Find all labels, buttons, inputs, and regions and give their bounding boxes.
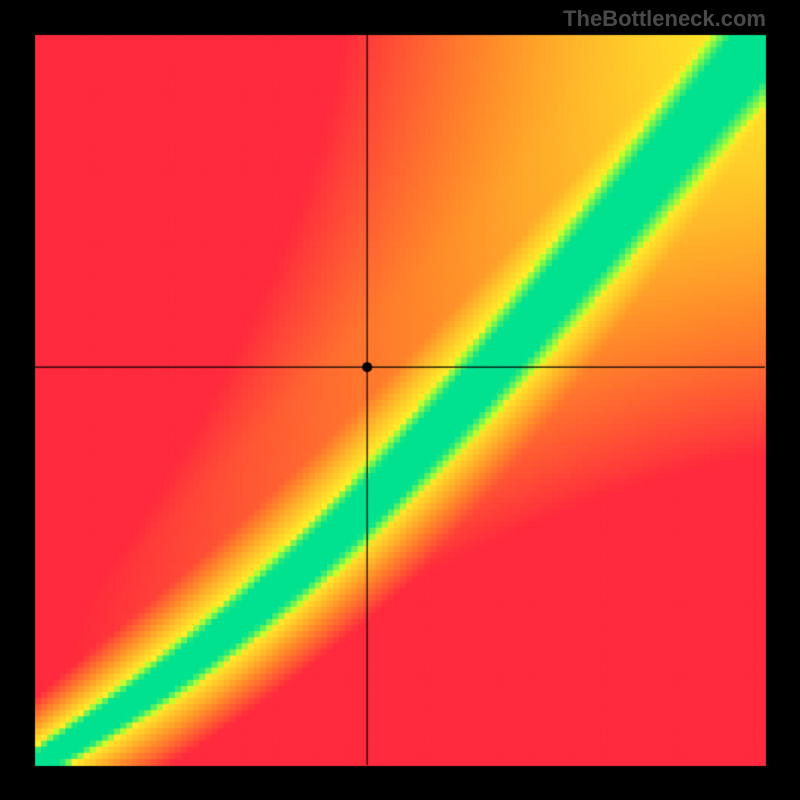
bottleneck-heatmap: [0, 0, 800, 800]
chart-container: TheBottleneck.com: [0, 0, 800, 800]
watermark-text: TheBottleneck.com: [563, 6, 766, 32]
